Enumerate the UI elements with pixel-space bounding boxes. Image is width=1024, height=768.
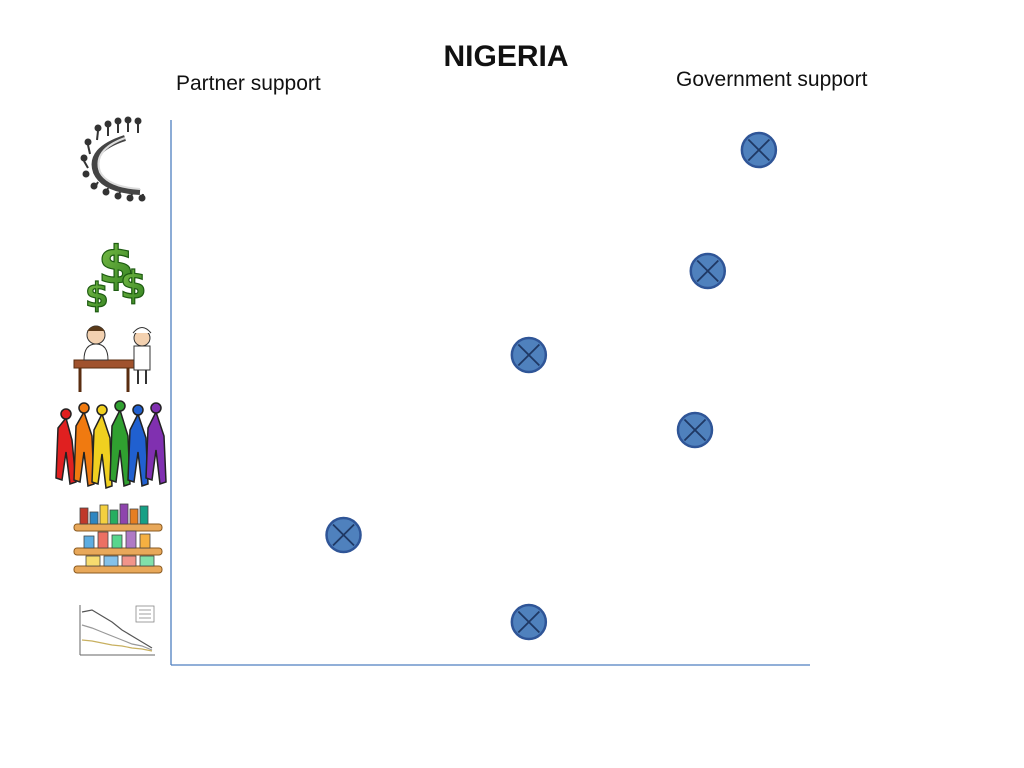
community-people-icon <box>55 400 167 490</box>
medicine-shelves-icon <box>73 503 163 574</box>
government-support-label: Government support <box>676 68 868 91</box>
markers-layer <box>325 131 778 641</box>
doctor-nurse-icon <box>73 325 152 392</box>
marker-financing <box>689 252 727 290</box>
dollar-signs-icon: $ $ $ <box>84 235 147 316</box>
marker-community <box>676 411 714 449</box>
svg-text:$: $ <box>98 236 134 296</box>
marker-governance <box>740 131 778 169</box>
svg-text:$: $ <box>85 276 109 316</box>
marker-health-workforce <box>510 336 548 374</box>
marker-commodities <box>325 516 362 554</box>
partner-support-label: Partner support <box>176 72 321 95</box>
svg-text:$: $ <box>120 263 146 307</box>
meeting-table-icon <box>80 116 146 202</box>
data-chart-icon <box>79 605 155 656</box>
page-title: NIGERIA <box>443 40 569 73</box>
marker-data <box>510 603 548 641</box>
